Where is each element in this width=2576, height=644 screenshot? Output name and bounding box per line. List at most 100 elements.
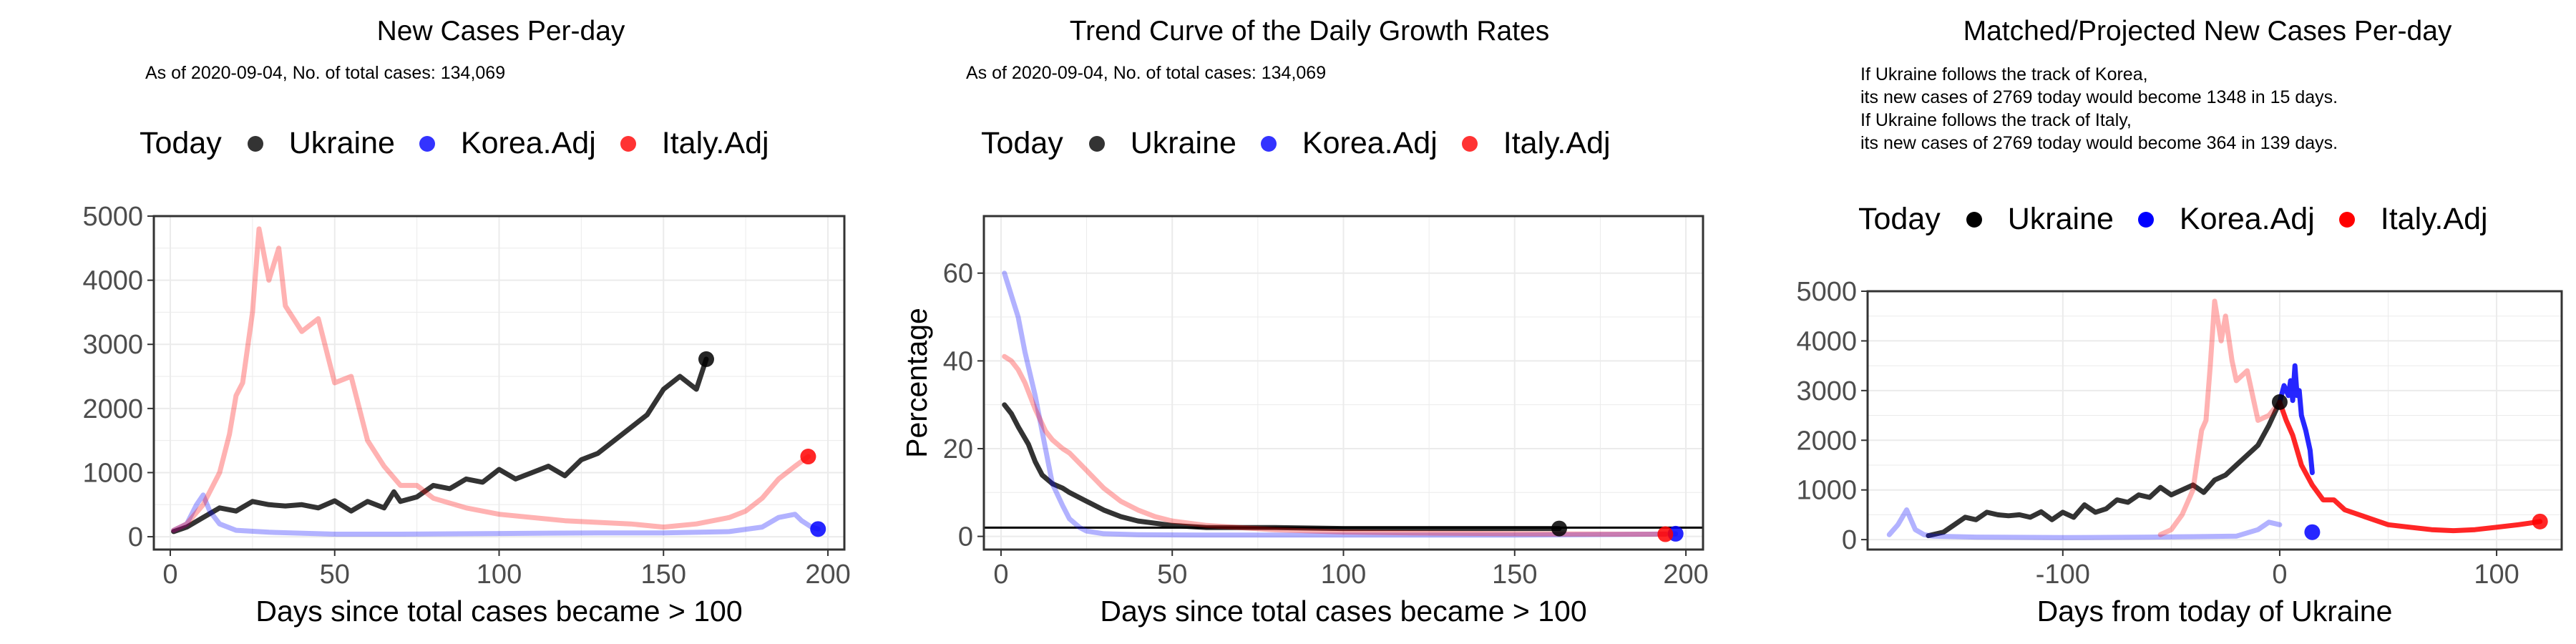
today-point-italy-adj (800, 449, 816, 465)
series-line-korea-adj (1002, 270, 1679, 538)
legend-label: Korea.Adj (1302, 126, 1438, 160)
y-tick-label: 3000 (1796, 376, 1857, 406)
legend-dot-italy (620, 135, 636, 152)
y-tick-label: 0 (1842, 525, 1857, 555)
legend-dot-italy (1461, 135, 1478, 152)
x-tick-label: 50 (320, 560, 350, 590)
today-point-ukraine (698, 351, 714, 367)
series-line-italy-adj (171, 226, 811, 533)
legend-dot-korea (2137, 211, 2154, 228)
today-point-italy-adj (2532, 513, 2548, 530)
x-tick-label: 0 (2272, 560, 2287, 590)
note-line: If Ukraine follows the track of Italy, (1860, 110, 2132, 130)
plot-border (1866, 290, 2563, 551)
legend-item-ukraine: Ukraine (1966, 202, 2114, 237)
series-line-italy-adj (2157, 298, 2283, 537)
plot-background (1868, 291, 2562, 550)
series-line-ukraine (171, 356, 709, 535)
y-tick-label: 4000 (82, 266, 143, 296)
legend: Today Ukraine Korea.Adj Italy.Adj (981, 126, 1635, 161)
y-tick-label: 2000 (1796, 426, 1857, 456)
y-tick-label: 5000 (1796, 277, 1857, 307)
series-line-ukraine (1002, 402, 1562, 532)
legend-label: Ukraine (1130, 126, 1236, 160)
y-tick-label: 5000 (82, 202, 143, 232)
legend-title: Today (981, 126, 1063, 160)
y-tick-label: 1000 (1796, 476, 1857, 506)
legend-label: Italy.Adj (2380, 202, 2488, 236)
x-tick-label: 0 (162, 560, 177, 590)
x-tick-label: -100 (2036, 560, 2090, 590)
y-tick-label: 40 (943, 346, 973, 376)
legend-dot-korea (419, 135, 435, 152)
today-point-korea-adj (810, 521, 826, 537)
y-tick-label: 0 (958, 522, 973, 552)
legend-item-korea: Korea.Adj (1260, 126, 1438, 161)
today-point-ukraine (2271, 394, 2288, 410)
x-tick-label: 100 (2474, 560, 2519, 590)
legend-item-italy: Italy.Adj (2338, 202, 2488, 237)
legend-dot-ukraine (1966, 211, 1982, 228)
series-line-korea-adj-projected (2277, 363, 2315, 475)
panel-projected: Matched/Projected New Cases Per-day If U… (1717, 0, 2576, 644)
legend-item-korea: Korea.Adj (419, 126, 596, 161)
x-tick-label: 200 (805, 560, 850, 590)
legend-title: Today (140, 126, 222, 160)
y-axis-label: Percentage (900, 308, 933, 458)
x-tick-label: 100 (1321, 560, 1366, 590)
today-point-ukraine (1551, 520, 1567, 537)
legend-dot-ukraine (247, 135, 263, 152)
today-point-korea-adj (2304, 524, 2321, 540)
panel-growth-rates: Trend Curve of the Daily Growth Rates As… (859, 0, 1717, 644)
legend-label: Korea.Adj (460, 126, 596, 160)
legend-label: Ukraine (2007, 202, 2114, 236)
projection-note: If Ukraine follows the track of Korea, i… (1860, 63, 2338, 155)
series-line-korea-adj (171, 492, 821, 537)
series-line-korea-adj (1886, 507, 2283, 540)
x-axis-label: Days since total cases became > 100 (255, 595, 742, 628)
chart-title: Trend Curve of the Daily Growth Rates (1069, 16, 1550, 47)
legend-label: Italy.Adj (1503, 126, 1611, 160)
x-axis-label: Days from today of Ukraine (2037, 595, 2393, 628)
x-tick-label: 50 (1157, 560, 1187, 590)
chart-subtitle: As of 2020-09-04, No. of total cases: 13… (145, 63, 506, 83)
y-tick-label: 4000 (1796, 326, 1857, 356)
y-tick-label: 0 (128, 522, 143, 552)
y-tick-label: 20 (943, 434, 973, 464)
legend: Today Ukraine Korea.Adj Italy.Adj (140, 126, 794, 161)
today-point-italy-adj (1657, 526, 1674, 542)
legend-label: Korea.Adj (2179, 202, 2315, 236)
x-tick-label: 150 (1492, 560, 1537, 590)
note-line: If Ukraine follows the track of Korea, (1860, 64, 2148, 84)
legend-dot-ukraine (1088, 135, 1105, 152)
x-tick-label: 200 (1663, 560, 1708, 590)
note-line: its new cases of 2769 today would become… (1860, 87, 2338, 107)
series-line-italy-adj-projected (2277, 399, 2543, 534)
legend-label: Italy.Adj (661, 126, 769, 160)
x-axis-label: Days since total cases became > 100 (1100, 595, 1586, 628)
legend-dot-korea (1260, 135, 1277, 152)
note-line: its new cases of 2769 today would become… (1860, 133, 2338, 153)
legend-item-italy: Italy.Adj (620, 126, 769, 161)
panel-new-cases: New Cases Per-day As of 2020-09-04, No. … (0, 0, 859, 644)
chart-growth-rates: 0 50 100 150 200 0 20 40 60 Days since total case… (900, 215, 1709, 628)
chart-title: Matched/Projected New Cases Per-day (1963, 16, 2452, 47)
y-tick-label: 2000 (82, 394, 143, 424)
legend-dot-italy (2338, 211, 2355, 228)
x-tick-label: 150 (641, 560, 686, 590)
legend-item-ukraine: Ukraine (1088, 126, 1236, 161)
y-tick-label: 3000 (82, 330, 143, 360)
chart-subtitle: As of 2020-09-04, No. of total cases: 13… (966, 63, 1327, 83)
legend: Today Ukraine Korea.Adj Italy.Adj (1858, 202, 2512, 237)
series-line-italy-adj (1002, 353, 1668, 537)
legend-label: Ukraine (288, 126, 395, 160)
x-tick-label: 100 (477, 560, 522, 590)
y-tick-label: 1000 (82, 458, 143, 488)
x-tick-label: 0 (993, 560, 1008, 590)
legend-item-korea: Korea.Adj (2137, 202, 2315, 237)
chart-title: New Cases Per-day (376, 16, 625, 47)
legend-title: Today (1858, 202, 1941, 236)
series-line-ukraine (1926, 399, 2283, 539)
